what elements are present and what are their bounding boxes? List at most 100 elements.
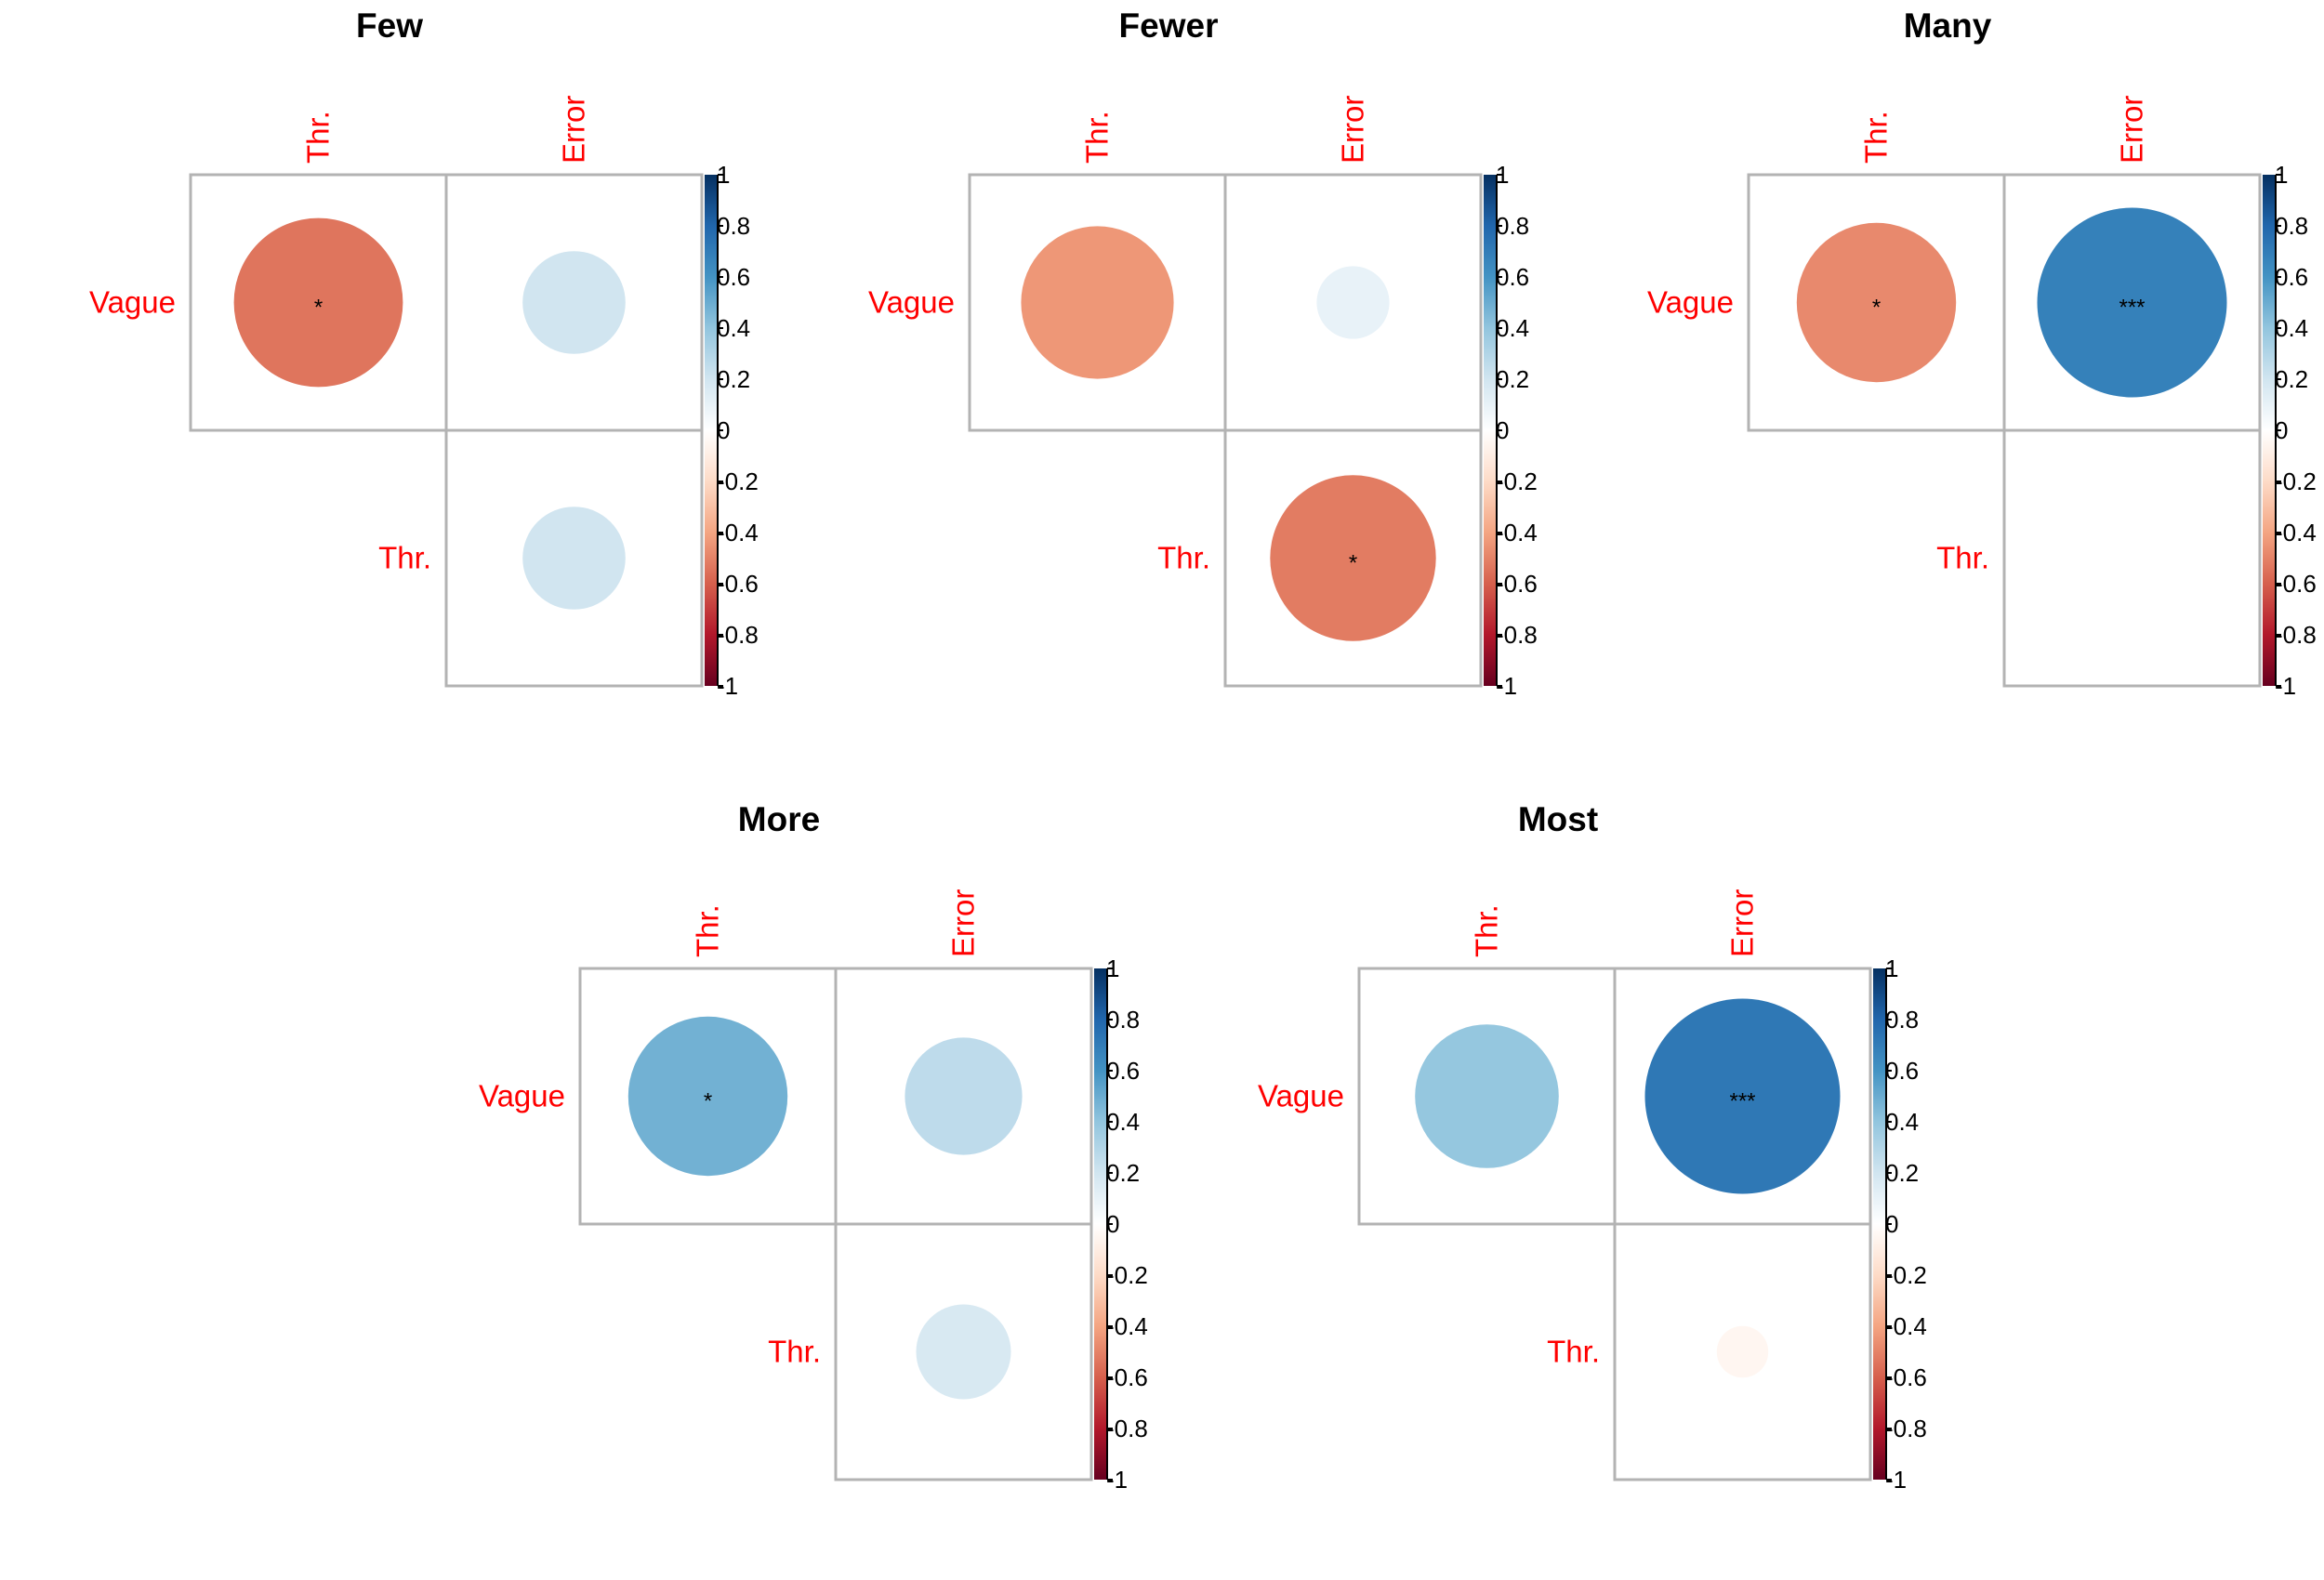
significance-marker: * [704, 1089, 712, 1114]
colorbar-tick-label: 1 [717, 161, 730, 189]
row-label: Thr. [1936, 541, 1989, 575]
colorbar-tick-label: -0.4 [1106, 1312, 1148, 1340]
corrplot-panel: Most Thr. Error Vague Thr. *** 1 0.8 0.6 0.4 0.2 0 -… [1258, 800, 1927, 1494]
colorbar-tick-label: -0.4 [2275, 519, 2317, 546]
significance-marker: *** [1729, 1089, 1755, 1114]
colorbar-tick-label: -0.6 [717, 570, 759, 598]
column-label: Thr. [1080, 111, 1115, 164]
colorbar-tick-label: 0.2 [717, 365, 750, 393]
colorbar-tick-label: -0.6 [2275, 570, 2317, 598]
correlation-circle [2037, 207, 2227, 398]
colorbar-tick-label: 0.6 [1106, 1057, 1140, 1085]
row-label: Vague [868, 285, 955, 320]
colorbar [1094, 968, 1107, 1480]
colorbar-tick-label: 0 [2275, 416, 2288, 444]
significance-marker: * [1872, 296, 1881, 321]
panel-title: Many [1904, 7, 1992, 45]
row-label: Vague [1258, 1079, 1344, 1113]
colorbar-tick-label: -0.6 [1496, 570, 1538, 598]
colorbar-tick-label: 1 [1496, 161, 1509, 189]
significance-marker: * [1349, 551, 1357, 576]
colorbar-tick-label: 0.8 [717, 212, 750, 240]
colorbar-tick-label: 0.4 [1106, 1108, 1140, 1136]
column-label: Error [946, 889, 981, 957]
colorbar-tick-label: -0.2 [1106, 1261, 1148, 1289]
colorbar-tick-label: 0 [1496, 416, 1509, 444]
grid-cell [1613, 1222, 1872, 1481]
corrplot-panel: Fewer Thr. Error Vague Thr. * 1 0.8 0.6 0.4 0.2 0 -0… [868, 7, 1538, 700]
colorbar-tick-label: -0.8 [1106, 1415, 1148, 1442]
row-label: Thr. [378, 541, 431, 575]
significance-marker: * [314, 296, 323, 321]
row-label: Vague [1647, 285, 1734, 320]
colorbar-tick-label: -0.4 [1885, 1312, 1927, 1340]
colorbar-tick-label: -0.8 [1496, 621, 1538, 649]
colorbar-tick-label: -0.8 [717, 621, 759, 649]
colorbar-tick-label: -0.6 [1885, 1363, 1927, 1391]
colorbar-tick-label: -0.8 [1885, 1415, 1927, 1442]
row-label: Thr. [1547, 1335, 1600, 1369]
colorbar-tick-label: 0.8 [2275, 212, 2308, 240]
colorbar-tick-label: 0.8 [1885, 1006, 1919, 1034]
colorbar-tick-label: -0.2 [1885, 1261, 1927, 1289]
panel-title: Most [1518, 800, 1598, 838]
correlation-circle [916, 1304, 1011, 1400]
colorbar-tick-label: 0.2 [1885, 1159, 1919, 1187]
colorbar-tick-label: 1 [2275, 161, 2288, 189]
row-label: Thr. [1157, 541, 1210, 575]
colorbar-tick-label: 1 [1885, 955, 1898, 982]
column-label: Thr. [1470, 904, 1504, 957]
colorbar-tick-label: 0.2 [1106, 1159, 1140, 1187]
column-label: Thr. [1859, 111, 1894, 164]
correlation-circle [1316, 266, 1390, 339]
significance-marker: *** [2119, 296, 2145, 321]
column-label: Thr. [691, 904, 725, 957]
colorbar-tick-label: 0 [717, 416, 730, 444]
row-label: Vague [479, 1079, 565, 1113]
correlation-circle [1644, 998, 1841, 1194]
grid-cell [444, 428, 704, 688]
grid-cell [2002, 428, 2262, 688]
colorbar-tick-label: 0.2 [1496, 365, 1529, 393]
column-label: Thr. [301, 111, 336, 164]
correlation-circle [1415, 1024, 1559, 1168]
colorbar-tick-label: -1 [1106, 1466, 1128, 1494]
colorbar-tick-label: -0.6 [1106, 1363, 1148, 1391]
colorbar-tick-label: 0.8 [1106, 1006, 1140, 1034]
correlation-circle [1270, 475, 1436, 641]
colorbar [1873, 968, 1886, 1480]
colorbar-tick-label: 0.6 [1496, 263, 1529, 291]
colorbar-tick-label: 1 [1106, 955, 1119, 982]
correlation-circle [522, 507, 626, 610]
colorbar-tick-label: -1 [717, 672, 738, 700]
colorbar-tick-label: 0.8 [1496, 212, 1529, 240]
colorbar-tick-label: -1 [1885, 1466, 1907, 1494]
panel-title: Few [356, 7, 423, 45]
colorbar-tick-label: 0.4 [717, 314, 750, 342]
row-label: Thr. [768, 1335, 821, 1369]
row-label: Vague [89, 285, 176, 320]
column-label: Error [1725, 889, 1760, 957]
colorbar-tick-label: 0.6 [717, 263, 750, 291]
panel-title: Fewer [1119, 7, 1219, 45]
colorbar-tick-label: 0 [1106, 1210, 1119, 1238]
correlation-circle [1796, 222, 1957, 383]
grid-cell [834, 1222, 1093, 1481]
colorbar [2263, 175, 2276, 686]
correlation-circle [627, 1016, 788, 1177]
colorbar-tick-label: 0.2 [2275, 365, 2308, 393]
colorbar-tick-label: -0.2 [1496, 467, 1538, 495]
correlation-circle [905, 1037, 1023, 1155]
colorbar-tick-label: -0.8 [2275, 621, 2317, 649]
colorbar-tick-label: 0.6 [1885, 1057, 1919, 1085]
correlation-circle [1021, 226, 1174, 379]
colorbar-tick-label: -0.4 [1496, 519, 1538, 546]
colorbar-tick-label: 0.4 [1496, 314, 1529, 342]
column-label: Error [1336, 96, 1370, 164]
column-label: Error [2115, 96, 2149, 164]
colorbar-tick-label: -1 [1496, 672, 1517, 700]
colorbar [1484, 175, 1497, 686]
colorbar-tick-label: 0.4 [1885, 1108, 1919, 1136]
